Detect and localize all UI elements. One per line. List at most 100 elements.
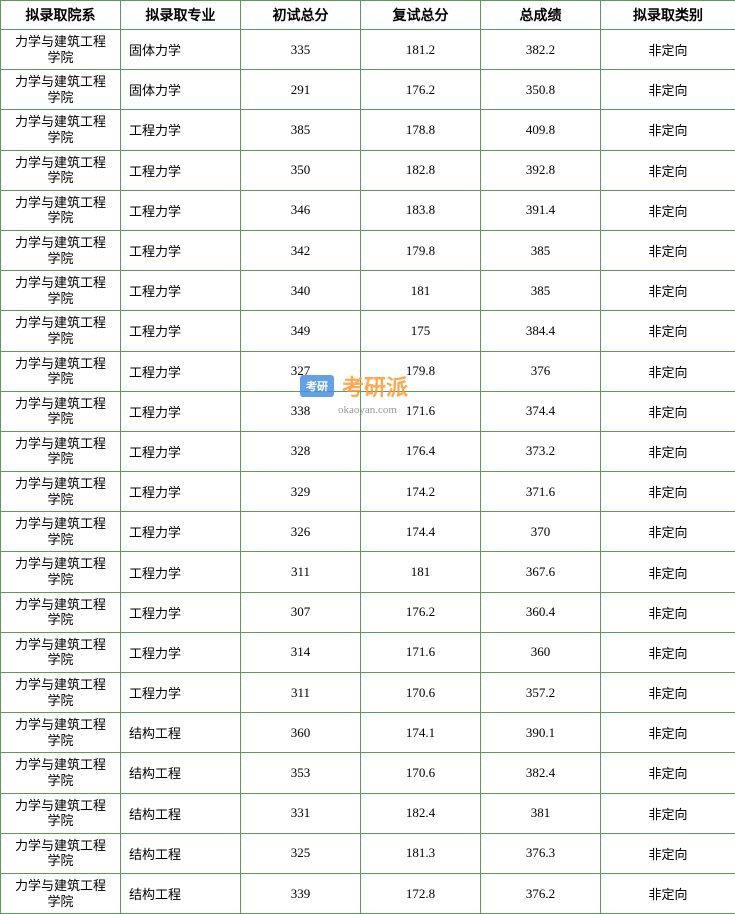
table-cell: 非定向 <box>601 311 735 351</box>
table-cell: 392.8 <box>481 150 601 190</box>
table-cell: 360.4 <box>481 592 601 632</box>
table-cell: 170.6 <box>361 673 481 713</box>
table-cell: 325 <box>241 833 361 873</box>
table-cell: 工程力学 <box>121 190 241 230</box>
table-cell: 381 <box>481 793 601 833</box>
table-row: 力学与建筑工程学院工程力学307176.2360.4非定向 <box>1 592 735 632</box>
table-cell: 非定向 <box>601 190 735 230</box>
table-cell: 非定向 <box>601 833 735 873</box>
table-cell: 183.8 <box>361 190 481 230</box>
table-cell: 181 <box>361 552 481 592</box>
table-cell: 非定向 <box>601 351 735 391</box>
table-body: 力学与建筑工程学院固体力学335181.2382.2非定向力学与建筑工程学院固体… <box>1 30 735 914</box>
table-row: 力学与建筑工程学院固体力学291176.2350.8非定向 <box>1 70 735 110</box>
table-cell: 非定向 <box>601 271 735 311</box>
table-row: 力学与建筑工程学院工程力学338171.6374.4非定向 <box>1 391 735 431</box>
col-header-department: 拟录取院系 <box>1 1 121 30</box>
table-cell: 179.8 <box>361 230 481 270</box>
table-cell: 181.2 <box>361 30 481 70</box>
table-cell: 力学与建筑工程学院 <box>1 713 121 753</box>
table-cell: 非定向 <box>601 110 735 150</box>
table-cell: 力学与建筑工程学院 <box>1 110 121 150</box>
col-header-category: 拟录取类别 <box>601 1 735 30</box>
table-cell: 非定向 <box>601 391 735 431</box>
table-cell: 力学与建筑工程学院 <box>1 30 121 70</box>
table-cell: 力学与建筑工程学院 <box>1 311 121 351</box>
table-cell: 342 <box>241 230 361 270</box>
table-cell: 172.8 <box>361 873 481 913</box>
table-cell: 349 <box>241 311 361 351</box>
table-cell: 工程力学 <box>121 673 241 713</box>
table-cell: 350 <box>241 150 361 190</box>
table-cell: 非定向 <box>601 632 735 672</box>
header-row: 拟录取院系 拟录取专业 初试总分 复试总分 总成绩 拟录取类别 <box>1 1 735 30</box>
table-row: 力学与建筑工程学院工程力学311170.6357.2非定向 <box>1 673 735 713</box>
table-cell: 370 <box>481 512 601 552</box>
table-cell: 力学与建筑工程学院 <box>1 753 121 793</box>
table-cell: 181.3 <box>361 833 481 873</box>
table-cell: 327 <box>241 351 361 391</box>
table-cell: 非定向 <box>601 673 735 713</box>
table-cell: 非定向 <box>601 753 735 793</box>
table-cell: 工程力学 <box>121 512 241 552</box>
table-row: 力学与建筑工程学院工程力学326174.4370非定向 <box>1 512 735 552</box>
table-cell: 382.4 <box>481 753 601 793</box>
table-cell: 工程力学 <box>121 472 241 512</box>
table-cell: 非定向 <box>601 592 735 632</box>
table-cell: 结构工程 <box>121 793 241 833</box>
table-cell: 工程力学 <box>121 150 241 190</box>
table-cell: 170.6 <box>361 753 481 793</box>
table-cell: 力学与建筑工程学院 <box>1 472 121 512</box>
table-cell: 335 <box>241 30 361 70</box>
table-cell: 176.2 <box>361 70 481 110</box>
table-cell: 力学与建筑工程学院 <box>1 833 121 873</box>
table-cell: 工程力学 <box>121 230 241 270</box>
table-cell: 291 <box>241 70 361 110</box>
table-cell: 工程力学 <box>121 431 241 471</box>
table-cell: 385 <box>481 271 601 311</box>
table-cell: 力学与建筑工程学院 <box>1 391 121 431</box>
table-cell: 非定向 <box>601 472 735 512</box>
table-cell: 174.1 <box>361 713 481 753</box>
table-cell: 346 <box>241 190 361 230</box>
table-row: 力学与建筑工程学院工程力学350182.8392.8非定向 <box>1 150 735 190</box>
table-cell: 171.6 <box>361 632 481 672</box>
table-row: 力学与建筑工程学院工程力学342179.8385非定向 <box>1 230 735 270</box>
table-cell: 力学与建筑工程学院 <box>1 592 121 632</box>
table-cell: 固体力学 <box>121 70 241 110</box>
table-cell: 175 <box>361 311 481 351</box>
table-cell: 360 <box>481 632 601 672</box>
table-header: 拟录取院系 拟录取专业 初试总分 复试总分 总成绩 拟录取类别 <box>1 1 735 30</box>
table-cell: 力学与建筑工程学院 <box>1 230 121 270</box>
table-cell: 工程力学 <box>121 632 241 672</box>
table-cell: 338 <box>241 391 361 431</box>
table-cell: 328 <box>241 431 361 471</box>
table-row: 力学与建筑工程学院工程力学327179.8376非定向 <box>1 351 735 391</box>
table-cell: 176.4 <box>361 431 481 471</box>
table-cell: 367.6 <box>481 552 601 592</box>
table-cell: 182.8 <box>361 150 481 190</box>
table-row: 力学与建筑工程学院工程力学314171.6360非定向 <box>1 632 735 672</box>
table-cell: 374.4 <box>481 391 601 431</box>
table-cell: 376.3 <box>481 833 601 873</box>
table-cell: 376 <box>481 351 601 391</box>
col-header-total-score: 总成绩 <box>481 1 601 30</box>
table-cell: 178.8 <box>361 110 481 150</box>
table-cell: 非定向 <box>601 512 735 552</box>
table-row: 力学与建筑工程学院固体力学335181.2382.2非定向 <box>1 30 735 70</box>
table-cell: 固体力学 <box>121 30 241 70</box>
table-cell: 385 <box>241 110 361 150</box>
table-cell: 工程力学 <box>121 271 241 311</box>
table-cell: 311 <box>241 552 361 592</box>
table-cell: 371.6 <box>481 472 601 512</box>
table-row: 力学与建筑工程学院工程力学340181385非定向 <box>1 271 735 311</box>
table-row: 力学与建筑工程学院工程力学385178.8409.8非定向 <box>1 110 735 150</box>
table-cell: 179.8 <box>361 351 481 391</box>
table-row: 力学与建筑工程学院工程力学346183.8391.4非定向 <box>1 190 735 230</box>
table-cell: 360 <box>241 713 361 753</box>
table-row: 力学与建筑工程学院结构工程360174.1390.1非定向 <box>1 713 735 753</box>
table-cell: 力学与建筑工程学院 <box>1 70 121 110</box>
table-cell: 326 <box>241 512 361 552</box>
table-row: 力学与建筑工程学院结构工程325181.3376.3非定向 <box>1 833 735 873</box>
table-cell: 181 <box>361 271 481 311</box>
